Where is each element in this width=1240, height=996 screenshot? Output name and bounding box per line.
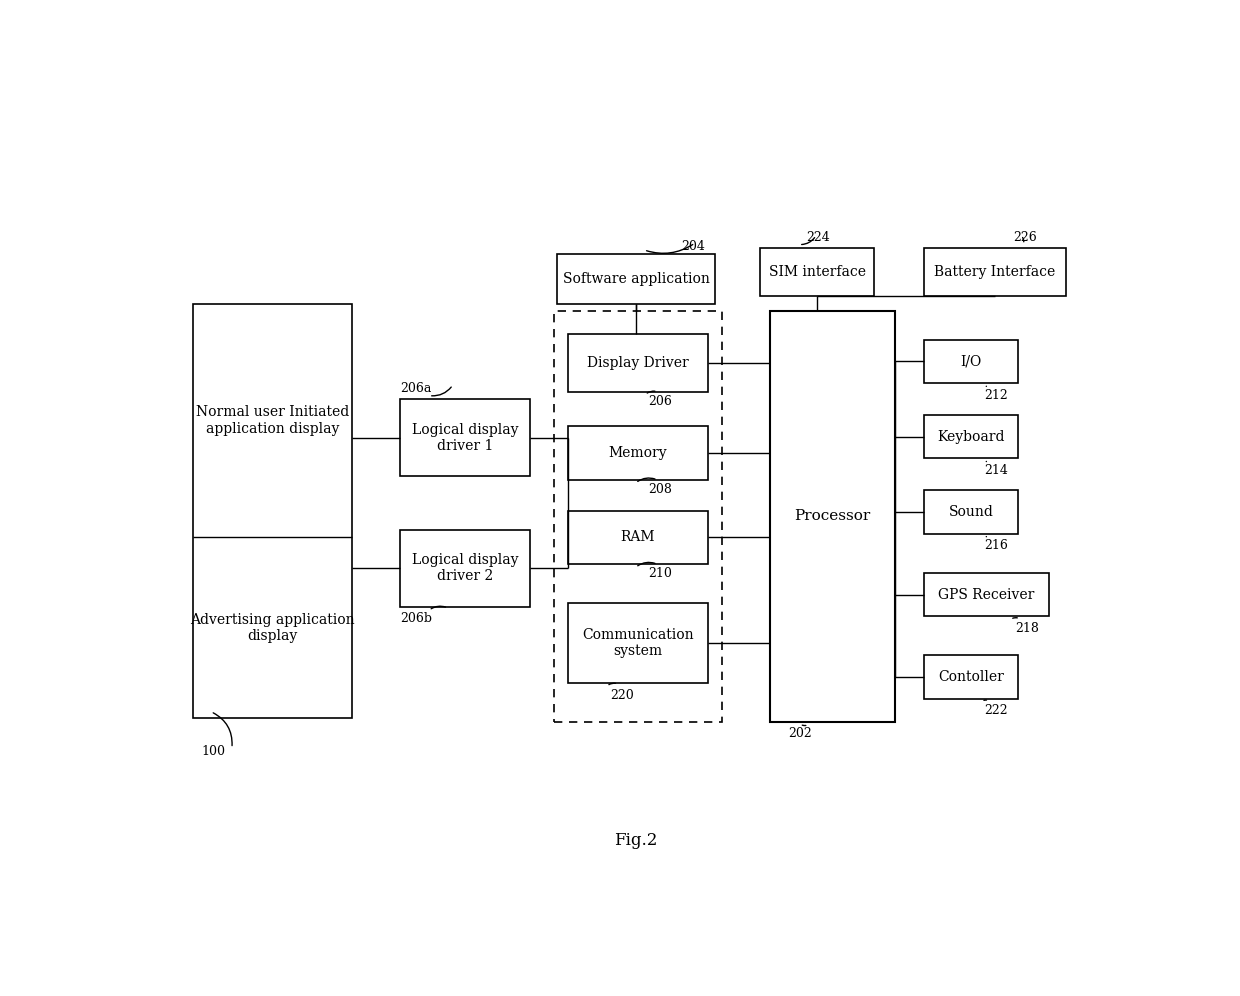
Text: Battery Interface: Battery Interface xyxy=(934,265,1055,279)
Bar xyxy=(924,248,1066,296)
Text: 226: 226 xyxy=(1013,231,1037,244)
Bar xyxy=(924,414,1018,458)
Text: Normal user Initiated
application display: Normal user Initiated application displa… xyxy=(196,405,350,435)
Text: Display Driver: Display Driver xyxy=(587,356,688,371)
Bar xyxy=(568,426,708,480)
Text: Logical display
driver 1: Logical display driver 1 xyxy=(412,422,518,453)
Bar xyxy=(568,603,708,683)
Text: Logical display
driver 2: Logical display driver 2 xyxy=(412,553,518,584)
Text: 204: 204 xyxy=(682,240,706,253)
Bar xyxy=(924,573,1049,617)
Bar xyxy=(770,311,895,721)
Text: Processor: Processor xyxy=(795,509,870,524)
Bar xyxy=(401,399,529,476)
Text: 224: 224 xyxy=(806,231,831,244)
Bar xyxy=(924,490,1018,534)
Text: 218: 218 xyxy=(1016,622,1039,634)
Text: Advertising application
display: Advertising application display xyxy=(191,613,355,642)
Bar xyxy=(557,254,715,304)
Bar xyxy=(554,311,722,721)
Bar xyxy=(760,248,874,296)
Text: 206a: 206a xyxy=(401,381,432,394)
Text: 214: 214 xyxy=(985,464,1008,477)
Text: 220: 220 xyxy=(610,688,635,701)
Text: Software application: Software application xyxy=(563,272,709,286)
Text: 216: 216 xyxy=(985,539,1008,552)
Bar xyxy=(568,511,708,565)
Text: Contoller: Contoller xyxy=(937,669,1004,683)
Bar xyxy=(193,304,352,718)
Text: Sound: Sound xyxy=(949,505,993,519)
Text: SIM interface: SIM interface xyxy=(769,265,866,279)
Text: Communication
system: Communication system xyxy=(582,627,693,658)
Text: 206b: 206b xyxy=(401,612,432,624)
Text: Keyboard: Keyboard xyxy=(937,429,1004,443)
Bar xyxy=(401,530,529,607)
Text: I/O: I/O xyxy=(960,355,982,369)
Text: 208: 208 xyxy=(649,483,672,496)
Text: GPS Receiver: GPS Receiver xyxy=(939,588,1034,602)
Text: 100: 100 xyxy=(201,745,226,758)
Bar xyxy=(924,654,1018,698)
Text: 202: 202 xyxy=(789,727,812,740)
Text: 222: 222 xyxy=(985,704,1008,717)
Text: 210: 210 xyxy=(649,568,672,581)
Text: Fig.2: Fig.2 xyxy=(614,832,657,849)
Text: Memory: Memory xyxy=(609,446,667,460)
Bar xyxy=(924,340,1018,383)
Text: 212: 212 xyxy=(985,388,1008,401)
Text: 206: 206 xyxy=(649,394,672,407)
Bar xyxy=(568,335,708,391)
Text: RAM: RAM xyxy=(621,531,655,545)
